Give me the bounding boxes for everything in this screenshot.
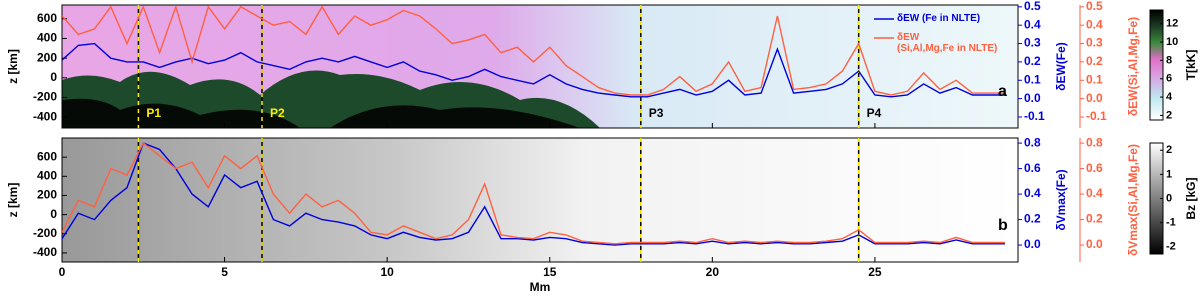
- x-tick-label: 5: [221, 265, 228, 279]
- marker-label: P2: [270, 106, 285, 120]
- y2-tick-label: -0.1: [1024, 109, 1045, 123]
- legend-label: δEW (Fe in NLTE): [897, 13, 981, 24]
- marker-label: P3: [649, 106, 664, 120]
- y3-tick-label: 0.1: [1086, 72, 1103, 86]
- data-line: [62, 142, 1005, 246]
- y-tick-label: 600: [37, 149, 57, 163]
- panel-label: b: [998, 217, 1008, 234]
- y2-tick-label: 0.2: [1024, 54, 1041, 68]
- y2-tick-label: 0.0: [1024, 91, 1041, 105]
- colorbar-label: T[kK]: [1184, 50, 1198, 81]
- y3-tick-label: 0.6: [1086, 161, 1103, 175]
- data-line: [62, 142, 1005, 245]
- cold-region: [62, 98, 580, 128]
- y-tick-label: 600: [37, 11, 57, 25]
- colorbar: [1149, 9, 1164, 121]
- x-tick-label: 20: [706, 265, 720, 279]
- data-line: [62, 5, 1005, 96]
- marker-label: P4: [867, 106, 882, 120]
- y3-tick-label: 0.5: [1086, 0, 1103, 13]
- y3-tick-label: 0.4: [1086, 17, 1103, 31]
- y-tick-label: 400: [37, 31, 57, 45]
- colorbar-tick-label: 0: [1166, 192, 1172, 204]
- x-tick-label: 10: [380, 265, 394, 279]
- y3-tick-label: 0.2: [1086, 212, 1103, 226]
- colorbar-tick-label: 1: [1166, 168, 1172, 180]
- colorbar-tick-label: 2: [1166, 109, 1172, 121]
- y-tick-label: 200: [37, 188, 57, 202]
- y2-tick-label: 0.5: [1024, 0, 1041, 13]
- y-tick-label: -200: [33, 226, 57, 240]
- colorbar-tick-label: 12: [1166, 18, 1178, 30]
- y3-tick-label: -0.1: [1086, 109, 1107, 123]
- colorbar-tick-label: 4: [1166, 91, 1173, 103]
- colorbar-tick-label: 8: [1166, 54, 1172, 66]
- y2-tick-label: 0.8: [1024, 135, 1041, 149]
- y-tick-label: 0: [50, 70, 57, 84]
- y-tick-label: -400: [33, 109, 57, 123]
- y-tick-label: -200: [33, 90, 57, 104]
- data-line: [62, 42, 1005, 98]
- colorbar-tick-label: -1: [1166, 217, 1176, 229]
- y-tick-label: 0: [50, 207, 57, 221]
- y3-axis-label: δVmax(Si,Al,Mg,Fe): [1126, 144, 1140, 256]
- y3-tick-label: 0.4: [1086, 186, 1103, 200]
- colorbar-tick-label: 6: [1166, 73, 1172, 85]
- x-tick-label: 25: [868, 265, 882, 279]
- y2-tick-label: 0.4: [1024, 17, 1041, 31]
- y3-axis-label: δEW(Si,Al,Mg,Fe): [1126, 17, 1140, 116]
- y-tick-label: -400: [33, 245, 57, 259]
- y-axis-label: z [km]: [6, 183, 20, 218]
- y-tick-label: 200: [37, 50, 57, 64]
- y2-tick-label: 0.0: [1024, 237, 1041, 251]
- y-tick-label: 400: [37, 168, 57, 182]
- y2-tick-label: 0.6: [1024, 161, 1041, 175]
- colorbar-tick-label: 2: [1166, 144, 1172, 156]
- y2-axis-label: δEW(Fe): [1054, 42, 1068, 91]
- y3-tick-label: 0.2: [1086, 54, 1103, 68]
- y2-tick-label: 0.2: [1024, 212, 1041, 226]
- y2-tick-label: 0.1: [1024, 72, 1041, 86]
- colorbar-tick-label: -2: [1166, 241, 1176, 253]
- colorbar-tick-label: 10: [1166, 36, 1178, 48]
- y2-tick-label: 0.4: [1024, 186, 1041, 200]
- y3-tick-label: 0.0: [1086, 237, 1103, 251]
- y2-axis-label: δVmax(Fe): [1054, 169, 1068, 230]
- colorbar-label: Bz [kG]: [1184, 177, 1198, 219]
- y-axis-label: z [km]: [6, 49, 20, 84]
- y3-tick-label: 0.0: [1086, 91, 1103, 105]
- frame: [61, 4, 1019, 129]
- y3-tick-label: 0.8: [1086, 135, 1103, 149]
- panel-label: a: [998, 83, 1007, 100]
- y2-tick-label: 0.3: [1024, 36, 1041, 50]
- legend-label: δEW (Si,Al,Mg,Fe in NLTE): [897, 32, 998, 54]
- marker-label: P1: [146, 106, 161, 120]
- x-tick-label: 0: [59, 265, 66, 279]
- x-tick-label: 15: [543, 265, 557, 279]
- y3-tick-label: 0.3: [1086, 36, 1103, 50]
- x-axis-label: Mm: [530, 280, 551, 294]
- frame: [61, 137, 1019, 263]
